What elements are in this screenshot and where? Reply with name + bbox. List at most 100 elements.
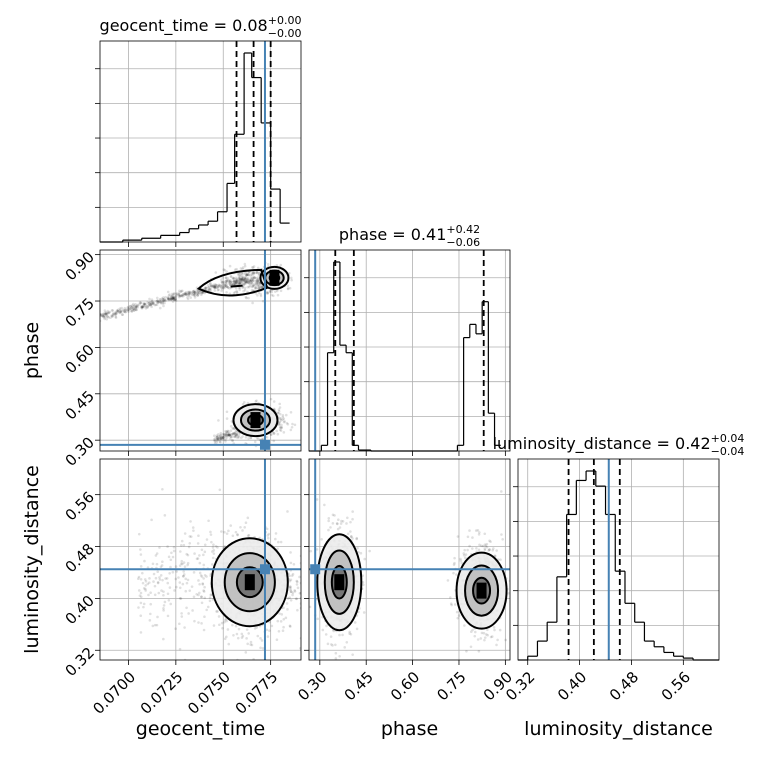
sample-point: [155, 296, 159, 300]
sample-point: [210, 563, 214, 566]
sample-point: [463, 548, 466, 552]
sample-point: [486, 628, 489, 632]
sample-point: [151, 302, 155, 306]
sample-point: [146, 582, 150, 586]
sample-point: [233, 281, 236, 285]
sample-point: [209, 284, 213, 288]
sample-point: [117, 308, 120, 311]
sample-point: [288, 286, 292, 290]
sample-point: [186, 578, 190, 582]
sample-point: [231, 432, 235, 436]
sample-point: [189, 520, 192, 523]
sample-point: [195, 291, 199, 295]
sample-point: [221, 436, 225, 439]
sample-point: [243, 282, 247, 286]
sample-point: [293, 589, 296, 592]
sample-point: [218, 283, 221, 287]
sample-point: [349, 535, 353, 538]
sample-point: [159, 301, 163, 304]
sample-point: [225, 285, 229, 289]
sample-point: [248, 278, 252, 282]
sample-point: [161, 302, 165, 305]
sample-point: [231, 431, 235, 435]
sample-point: [221, 281, 224, 284]
sample-point: [132, 307, 136, 311]
sample-point: [269, 433, 273, 437]
sample-point: [144, 307, 148, 310]
sample-point: [341, 633, 344, 637]
sample-point: [182, 561, 186, 564]
sample-point: [119, 310, 123, 314]
sample-point: [174, 299, 178, 303]
sample-point: [143, 302, 147, 306]
sample-point: [232, 276, 235, 280]
sample-point: [235, 279, 239, 283]
sample-point: [180, 612, 183, 615]
sample-point: [228, 281, 232, 284]
sample-point: [229, 429, 233, 433]
sample-point: [251, 265, 254, 269]
sample-point: [106, 311, 110, 315]
sample-point: [255, 271, 259, 275]
sample-point: [229, 283, 233, 287]
sample-point: [183, 565, 187, 569]
sample-point: [256, 280, 260, 284]
sample-point: [178, 289, 181, 293]
x-tick-label: 0.30: [294, 668, 330, 704]
sample-point: [349, 520, 352, 524]
sample-point: [158, 576, 161, 579]
density-peak: [269, 269, 280, 286]
sample-point: [193, 292, 197, 296]
sample-point: [289, 551, 292, 554]
sample-point: [101, 315, 105, 318]
sample-point: [113, 312, 116, 316]
sample-point: [171, 570, 175, 574]
sample-point: [204, 286, 207, 290]
sample-point: [233, 279, 236, 283]
sample-point: [249, 436, 253, 440]
sample-point: [174, 297, 177, 301]
sample-point: [160, 564, 164, 567]
sample-point: [274, 532, 278, 535]
sample-point: [119, 310, 123, 313]
sample-point: [209, 282, 212, 286]
sample-point: [224, 276, 228, 279]
sample-point: [192, 289, 196, 293]
sample-point: [167, 297, 171, 301]
sample-point: [260, 285, 264, 289]
sample-point: [235, 280, 238, 283]
sample-point: [180, 289, 183, 293]
sample-point: [346, 532, 350, 536]
sample-point: [146, 306, 149, 309]
sample-point: [219, 433, 223, 437]
sample-point: [334, 657, 338, 660]
sample-point: [246, 277, 250, 280]
sample-point: [226, 286, 230, 289]
sample-point: [226, 277, 230, 280]
sample-point: [259, 646, 262, 650]
sample-point: [160, 589, 163, 592]
sample-point: [241, 634, 245, 638]
sample-point: [114, 310, 118, 314]
sample-point: [228, 434, 231, 437]
y-axis-label-luminosity_distance: luminosity_distance: [21, 465, 43, 654]
sample-point: [223, 620, 226, 624]
sample-point: [289, 588, 292, 592]
sample-point: [229, 435, 233, 439]
sample-point: [183, 291, 187, 295]
sample-point: [215, 435, 219, 439]
sample-point: [226, 434, 229, 437]
sample-point: [112, 312, 115, 315]
sample-point: [235, 277, 238, 281]
sample-point: [252, 273, 255, 276]
sample-point: [149, 301, 153, 304]
sample-point: [488, 539, 491, 543]
sample-point: [281, 415, 285, 419]
sample-point: [259, 637, 262, 640]
sample-point: [108, 310, 112, 314]
sample-point: [295, 580, 299, 584]
sample-point: [242, 289, 245, 293]
x-tick-label: 0.75: [433, 668, 469, 704]
sample-point: [197, 591, 201, 595]
sample-point: [337, 518, 340, 522]
